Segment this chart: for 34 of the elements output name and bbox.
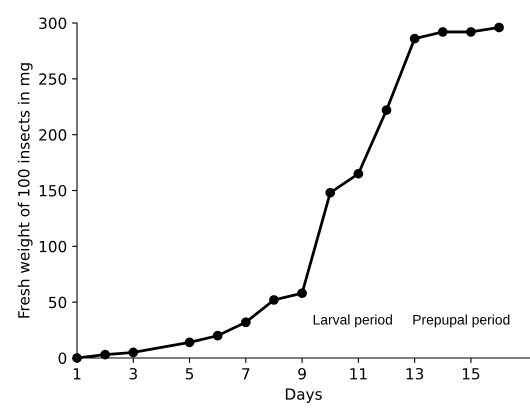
- point: [269, 295, 279, 305]
- x-tick-label: 11: [350, 368, 367, 380]
- point: [240, 317, 251, 328]
- point: [100, 350, 110, 360]
- point: [466, 27, 476, 37]
- x-tick-label: 5: [186, 368, 194, 380]
- point: [72, 353, 82, 363]
- point: [410, 34, 420, 44]
- x-tick-label: 15: [462, 368, 480, 380]
- point: [212, 330, 223, 341]
- x-tick-label: 13: [406, 368, 424, 380]
- y-tick-label: 0: [58, 352, 66, 364]
- point: [325, 188, 336, 198]
- x-tick-label: 1: [74, 368, 80, 380]
- y-tick-label: 300: [39, 17, 66, 30]
- point: [382, 105, 392, 115]
- y-axis-title: Fresh weight of 100 insects in mg: [18, 63, 33, 318]
- annotation: Prepupal period: [413, 314, 510, 328]
- y-tick-label: 150: [40, 184, 66, 197]
- y-tick-label: 100: [40, 240, 66, 252]
- point: [354, 168, 364, 179]
- y-tick-label: 50: [49, 296, 66, 308]
- x-tick-label: 7: [242, 368, 250, 380]
- point: [438, 27, 448, 37]
- annotation: Larval period: [314, 314, 392, 328]
- x-tick-label: 3: [130, 368, 137, 380]
- y-tick-label: 250: [39, 73, 66, 85]
- y-tick-label: 200: [39, 129, 66, 141]
- x-axis-title: Days: [286, 388, 322, 403]
- point: [494, 22, 504, 32]
- point: [297, 288, 307, 298]
- point: [184, 338, 194, 348]
- point: [128, 348, 138, 358]
- x-tick-label: 9: [298, 368, 306, 380]
